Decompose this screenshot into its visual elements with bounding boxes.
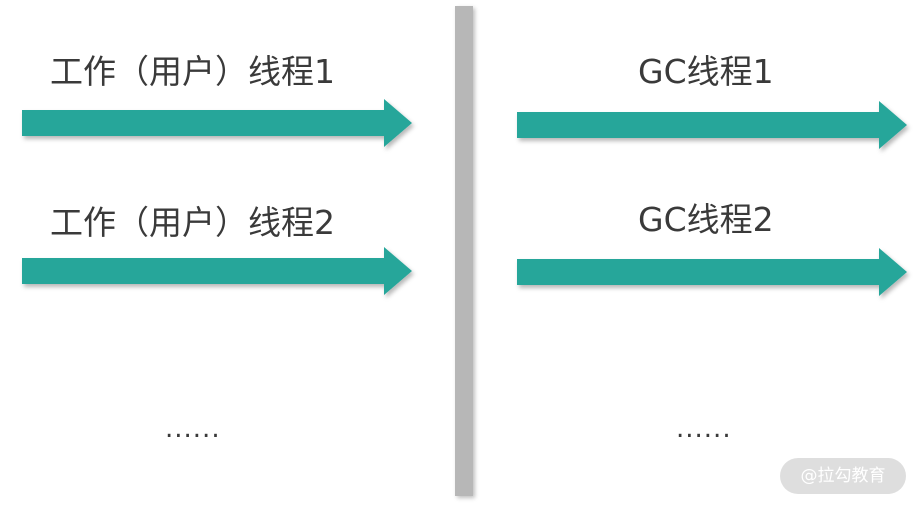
user-thread-1-label: 工作（用户）线程1 [50,52,335,91]
watermark-badge: @拉勾教育 [780,458,906,494]
gc-thread-1-arrow [517,101,909,149]
user-threads-ellipsis: ...... [165,414,221,444]
user-thread-1-arrow [22,99,414,147]
arrow-shape [517,248,907,296]
arrow-shape [517,101,907,149]
arrow-shape [22,247,412,295]
gc-thread-1-label: GC线程1 [638,52,774,91]
gc-threads-ellipsis: ...... [676,414,732,444]
user-thread-2-label: 工作（用户）线程2 [50,203,335,242]
pause-divider [455,6,473,496]
gc-thread-2-arrow [517,248,909,296]
user-thread-2-arrow [22,247,414,295]
arrow-shape [22,99,412,147]
gc-thread-2-label: GC线程2 [638,200,774,239]
